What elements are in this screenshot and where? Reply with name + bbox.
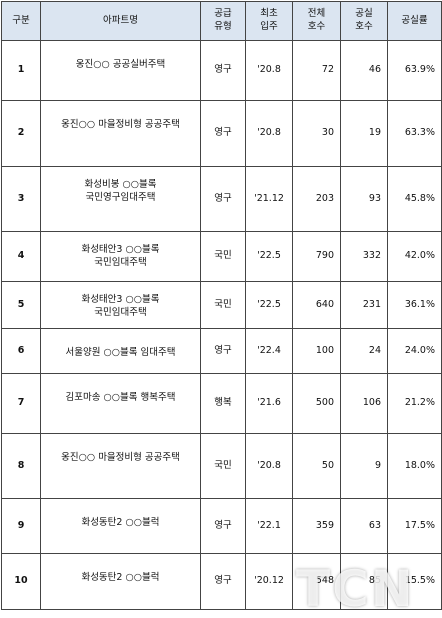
header-row: 구분 아파트명 공급 유형 최초 입주 전체 호수 공실 호수 공실률 bbox=[1, 1, 442, 41]
cell: 24 bbox=[340, 328, 388, 374]
apartment-name: 서울양원 ○○블록 임대주택 bbox=[40, 328, 201, 374]
cell: '22.5 bbox=[245, 281, 293, 329]
apartment-name: 화성동탄2 ○○블럭 bbox=[40, 553, 201, 610]
cell: 17.5% bbox=[387, 498, 442, 554]
cell: 1 bbox=[1, 40, 41, 101]
table-row: 10 화성동탄2 ○○블럭 영구 '20.12 548 85 15.5% bbox=[1, 553, 442, 610]
cell: '20.8 bbox=[245, 433, 293, 499]
apartment-name: 옹진○○ 마을정비형 공공주택 bbox=[40, 100, 201, 167]
cell: 21.2% bbox=[387, 373, 442, 434]
cell: '21.6 bbox=[245, 373, 293, 434]
cell: 영구 bbox=[200, 328, 246, 374]
cell: 790 bbox=[292, 231, 341, 282]
header-cell: 구분 bbox=[1, 1, 41, 41]
cell: 영구 bbox=[200, 498, 246, 554]
cell: '20.12 bbox=[245, 553, 293, 610]
cell: 영구 bbox=[200, 100, 246, 167]
cell: 국민 bbox=[200, 281, 246, 329]
cell: 63.9% bbox=[387, 40, 442, 101]
cell: 영구 bbox=[200, 166, 246, 232]
apartment-name: 화성태안3 ○○블록 국민임대주택 bbox=[40, 281, 201, 329]
cell: 50 bbox=[292, 433, 341, 499]
cell: 24.0% bbox=[387, 328, 442, 374]
cell: 231 bbox=[340, 281, 388, 329]
cell: '22.1 bbox=[245, 498, 293, 554]
cell: 6 bbox=[1, 328, 41, 374]
table-row: 8 옹진○○ 마을정비형 공공주택 국민 '20.8 50 9 18.0% bbox=[1, 433, 442, 499]
table-row: 5 화성태안3 ○○블록 국민임대주택 국민 '22.5 640 231 36.1% bbox=[1, 281, 442, 329]
apartment-name: 옹진○○ 마을정비형 공공주택 bbox=[40, 433, 201, 499]
apartment-name: 김포마송 ○○블록 행복주택 bbox=[40, 373, 201, 434]
header-cell: 전체 호수 bbox=[292, 1, 341, 41]
cell: '21.12 bbox=[245, 166, 293, 232]
cell: 203 bbox=[292, 166, 341, 232]
cell: '20.8 bbox=[245, 40, 293, 101]
cell: 93 bbox=[340, 166, 388, 232]
cell: 행복 bbox=[200, 373, 246, 434]
cell: 85 bbox=[340, 553, 388, 610]
cell: 10 bbox=[1, 553, 41, 610]
cell: 국민 bbox=[200, 433, 246, 499]
cell: 106 bbox=[340, 373, 388, 434]
cell: 4 bbox=[1, 231, 41, 282]
cell: 9 bbox=[340, 433, 388, 499]
cell: 36.1% bbox=[387, 281, 442, 329]
cell: 63.3% bbox=[387, 100, 442, 167]
table-row: 3 화성비봉 ○○블록 국민영구임대주택 영구 '21.12 203 93 45.8% bbox=[1, 166, 442, 232]
cell: '22.4 bbox=[245, 328, 293, 374]
cell: 5 bbox=[1, 281, 41, 329]
apartment-name: 옹진○○ 공공실버주택 bbox=[40, 40, 201, 101]
header-cell: 아파트명 bbox=[40, 1, 201, 41]
cell: '22.5 bbox=[245, 231, 293, 282]
cell: 359 bbox=[292, 498, 341, 554]
cell: 46 bbox=[340, 40, 388, 101]
cell: 18.0% bbox=[387, 433, 442, 499]
table-row: 4 화성태안3 ○○블록 국민임대주택 국민 '22.5 790 332 42.0% bbox=[1, 231, 442, 282]
table-row: 1 옹진○○ 공공실버주택 영구 '20.8 72 46 63.9% bbox=[1, 40, 442, 101]
cell: 3 bbox=[1, 166, 41, 232]
cell: 42.0% bbox=[387, 231, 442, 282]
cell: 30 bbox=[292, 100, 341, 167]
cell: 영구 bbox=[200, 40, 246, 101]
cell: 548 bbox=[292, 553, 341, 610]
cell: '20.8 bbox=[245, 100, 293, 167]
cell: 100 bbox=[292, 328, 341, 374]
apartment-name: 화성동탄2 ○○블럭 bbox=[40, 498, 201, 554]
header-cell: 최초 입주 bbox=[245, 1, 293, 41]
table-row: 2 옹진○○ 마을정비형 공공주택 영구 '20.8 30 19 63.3% bbox=[1, 100, 442, 167]
cell: 영구 bbox=[200, 553, 246, 610]
cell: 332 bbox=[340, 231, 388, 282]
table-row: 9 화성동탄2 ○○블럭 영구 '22.1 359 63 17.5% bbox=[1, 498, 442, 554]
header-cell: 공급 유형 bbox=[200, 1, 246, 41]
cell: 640 bbox=[292, 281, 341, 329]
cell: 45.8% bbox=[387, 166, 442, 232]
table-row: 7 김포마송 ○○블록 행복주택 행복 '21.6 500 106 21.2% bbox=[1, 373, 442, 434]
cell: 72 bbox=[292, 40, 341, 101]
cell: 8 bbox=[1, 433, 41, 499]
apartment-name: 화성태안3 ○○블록 국민임대주택 bbox=[40, 231, 201, 282]
cell: 63 bbox=[340, 498, 388, 554]
table-body: 1 옹진○○ 공공실버주택 영구 '20.8 72 46 63.9% 2 옹진○○ 마을정비형 … bbox=[1, 40, 442, 610]
header-cell: 공실률 bbox=[387, 1, 442, 41]
cell: 15.5% bbox=[387, 553, 442, 610]
cell: 7 bbox=[1, 373, 41, 434]
table-row: 6 서울양원 ○○블록 임대주택 영구 '22.4 100 24 24.0% bbox=[1, 328, 442, 374]
cell: 19 bbox=[340, 100, 388, 167]
cell: 9 bbox=[1, 498, 41, 554]
watermark: TCN bbox=[296, 560, 415, 618]
cell: 2 bbox=[1, 100, 41, 167]
cell: 국민 bbox=[200, 231, 246, 282]
cell: 500 bbox=[292, 373, 341, 434]
apartment-name: 화성비봉 ○○블록 국민영구임대주택 bbox=[40, 166, 201, 232]
header-cell: 공실 호수 bbox=[340, 1, 388, 41]
